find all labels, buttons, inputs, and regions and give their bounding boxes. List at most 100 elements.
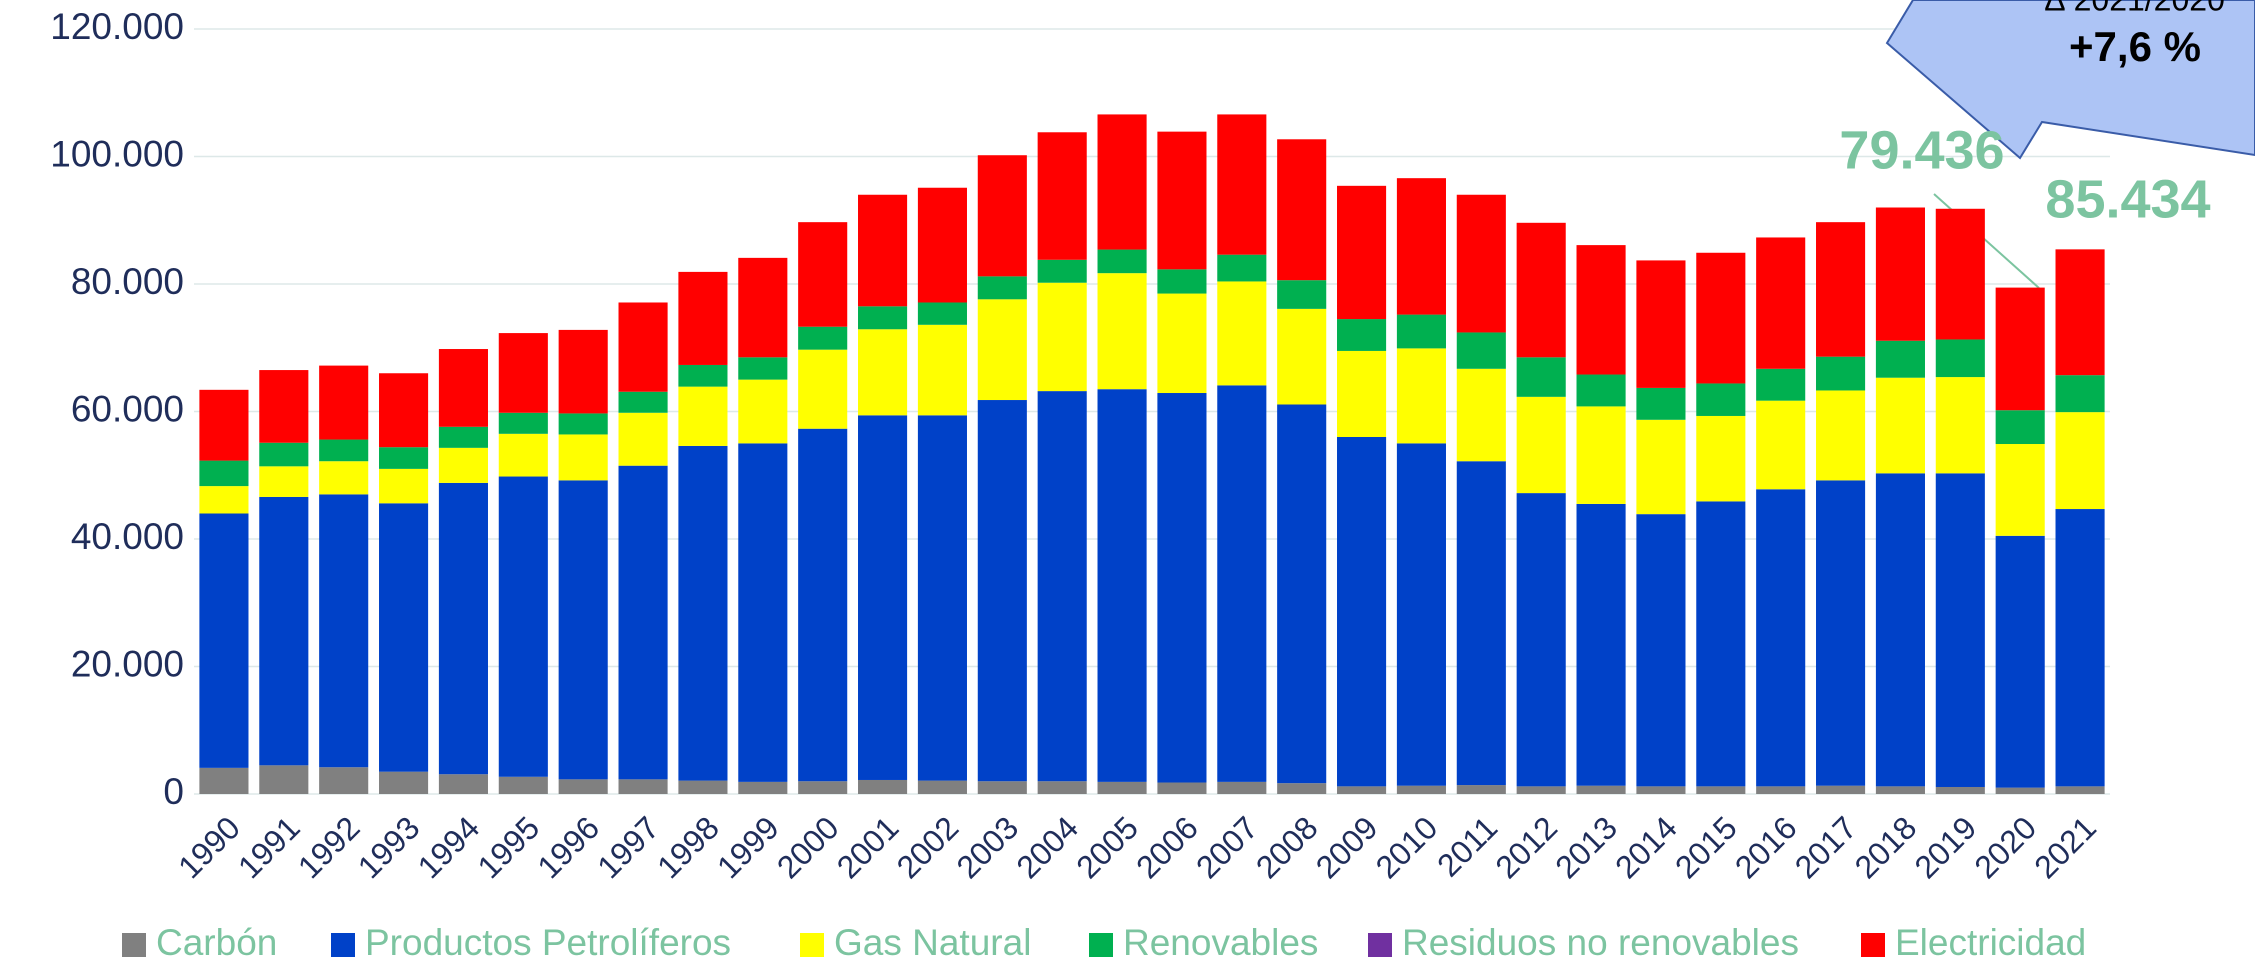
bar-segment bbox=[1935, 473, 1985, 787]
bar-segment bbox=[1157, 293, 1207, 394]
bar-segment bbox=[558, 434, 608, 481]
x-tick-label: 2006 bbox=[1129, 809, 1205, 885]
x-tick-label: 1993 bbox=[351, 809, 427, 885]
x-tick-label: 1997 bbox=[590, 809, 666, 885]
bar-segment bbox=[2055, 249, 2105, 376]
legend-swatch bbox=[800, 933, 824, 957]
legend-swatch bbox=[1089, 933, 1113, 957]
bar-segment bbox=[259, 442, 309, 467]
bar-segment bbox=[1696, 501, 1746, 787]
bar-segment bbox=[917, 780, 967, 794]
callout-label: ∆ 2021/2020 bbox=[2045, 0, 2225, 17]
x-tick-label: 2004 bbox=[1009, 809, 1085, 885]
callout-star bbox=[1885, 0, 2255, 160]
y-tick-label: 100.000 bbox=[50, 133, 184, 174]
bar-segment bbox=[678, 445, 728, 781]
bar-segment bbox=[1217, 114, 1267, 255]
x-tick-label: 2002 bbox=[890, 809, 966, 885]
x-tick-label: 2007 bbox=[1189, 809, 1265, 885]
legend-label: Carbón bbox=[156, 922, 277, 963]
x-tick-label: 1992 bbox=[291, 809, 367, 885]
x-tick-label: 2017 bbox=[1788, 809, 1864, 885]
bar-segment bbox=[319, 461, 369, 495]
bar-segment bbox=[798, 349, 848, 429]
bar-segment bbox=[558, 329, 608, 414]
bar-segment bbox=[379, 771, 429, 794]
x-tick-label: 1995 bbox=[470, 809, 546, 885]
bar-segment bbox=[1756, 237, 1806, 369]
bar-segment bbox=[1576, 245, 1626, 375]
bar-segment bbox=[1696, 786, 1746, 794]
bar-segment bbox=[558, 413, 608, 435]
bar-segment bbox=[1337, 350, 1387, 437]
x-tick-label: 2019 bbox=[1907, 809, 1983, 885]
bar-segment bbox=[1816, 356, 1866, 391]
bar-segment bbox=[738, 443, 788, 782]
bar-segment bbox=[1157, 269, 1207, 294]
bar-segment bbox=[438, 482, 488, 775]
bar-segment bbox=[858, 329, 908, 416]
bar-segment bbox=[1576, 406, 1626, 504]
y-tick-label: 120.000 bbox=[50, 6, 184, 47]
bar-segment bbox=[977, 781, 1027, 794]
bar-segment bbox=[618, 391, 668, 413]
bar-segment bbox=[1935, 339, 1985, 378]
bar-segment bbox=[2055, 375, 2105, 413]
callout-value: +7,6 % bbox=[2069, 23, 2201, 70]
bar-segment bbox=[199, 513, 249, 768]
bar-segment bbox=[1456, 785, 1506, 794]
bar-segment bbox=[498, 776, 548, 794]
bar-segment bbox=[917, 187, 967, 303]
bar-segment bbox=[1756, 368, 1806, 401]
bar-segment bbox=[1636, 786, 1686, 794]
bar-segment bbox=[1875, 340, 1925, 378]
bar-segment bbox=[1337, 319, 1387, 351]
legend-label: Renovables bbox=[1123, 922, 1318, 963]
legend-label: Productos Petrolíferos bbox=[365, 922, 731, 963]
bar-segment bbox=[259, 370, 309, 443]
bar-segment bbox=[1816, 480, 1866, 786]
bar-segment bbox=[1037, 259, 1087, 283]
bar-segment bbox=[1875, 786, 1925, 794]
bar-segment bbox=[1277, 308, 1327, 405]
x-tick-label: 1990 bbox=[171, 809, 247, 885]
bar-segment bbox=[1995, 287, 2045, 411]
x-tick-label: 2021 bbox=[2027, 809, 2103, 885]
bar-segment bbox=[1696, 252, 1746, 384]
bar-segment bbox=[1217, 781, 1267, 794]
total-label: 79.436 bbox=[1839, 120, 2004, 180]
bar-segment bbox=[1636, 419, 1686, 515]
bar-segment bbox=[1396, 314, 1446, 349]
total-label: 85.434 bbox=[2045, 169, 2210, 229]
bar-segment bbox=[1396, 785, 1446, 794]
x-tick-label: 2001 bbox=[830, 809, 906, 885]
x-tick-label: 1999 bbox=[710, 809, 786, 885]
bar-segment bbox=[1337, 437, 1387, 787]
bar-segment bbox=[1756, 400, 1806, 490]
bar-segment bbox=[977, 400, 1027, 782]
bar-segment bbox=[319, 494, 369, 768]
bar-segment bbox=[438, 774, 488, 794]
y-tick-label: 40.000 bbox=[71, 516, 184, 557]
bar-segment bbox=[1935, 208, 1985, 340]
bar-segment bbox=[1756, 489, 1806, 787]
bar-segment bbox=[1097, 273, 1147, 390]
bar-segment bbox=[199, 389, 249, 461]
bar-segment bbox=[858, 779, 908, 794]
bar-segment bbox=[1277, 280, 1327, 309]
bar-segment bbox=[1097, 781, 1147, 794]
legend-swatch bbox=[1368, 933, 1392, 957]
bar-segment bbox=[738, 379, 788, 444]
legend-swatch bbox=[1861, 933, 1885, 957]
bar-segment bbox=[259, 765, 309, 794]
bar-segment bbox=[319, 439, 369, 462]
bar-segment bbox=[1995, 787, 2045, 794]
bar-segment bbox=[1756, 786, 1806, 794]
bar-segment bbox=[1277, 404, 1327, 784]
bar-segment bbox=[1816, 785, 1866, 794]
x-tick-label: 2010 bbox=[1369, 809, 1445, 885]
bar-segment bbox=[1037, 781, 1087, 794]
bar-segment bbox=[199, 486, 249, 514]
bar-segment bbox=[858, 415, 908, 780]
x-tick-label: 2000 bbox=[770, 809, 846, 885]
